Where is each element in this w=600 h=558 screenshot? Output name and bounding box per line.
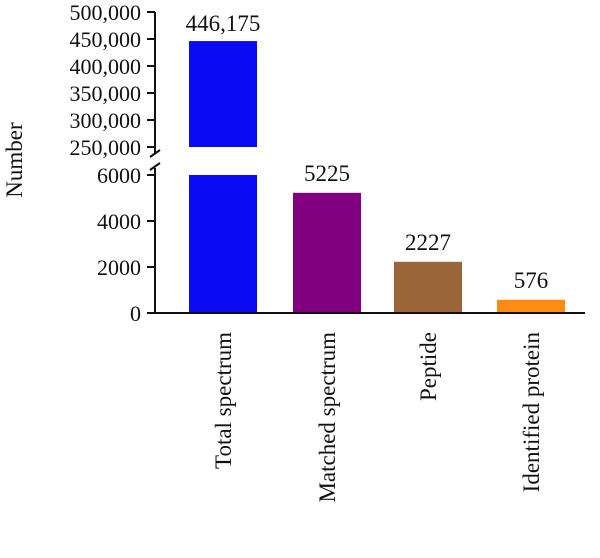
x-tick-label: Peptide	[416, 332, 441, 401]
bar-break-gap	[189, 147, 257, 175]
y-tick-label: 350,000	[70, 81, 142, 106]
data-labels: 446,175 5225 2227 576	[186, 11, 549, 293]
axis-break-mark	[149, 149, 161, 158]
data-label: 576	[514, 268, 549, 293]
y-tick-label: 450,000	[70, 27, 142, 52]
bars	[189, 41, 565, 313]
bar-2	[394, 261, 462, 313]
bar-1	[293, 192, 361, 313]
y-tick-label: 300,000	[70, 108, 142, 133]
y-tick-label: 0	[130, 301, 141, 326]
y-tick-label: 2000	[97, 255, 141, 280]
y-tick-label: 4000	[97, 209, 141, 234]
x-tick-label: Matched spectrum	[315, 332, 340, 503]
category-labels: Total spectrum Matched spectrum Peptide Ide…	[211, 332, 544, 503]
y-tick-label: 500,000	[70, 0, 142, 25]
x-tick-label: Identified protein	[519, 332, 544, 493]
y-axis-label: Number	[2, 122, 27, 198]
bar-0-upper	[189, 41, 257, 147]
bar-0-lower	[189, 175, 257, 313]
data-label: 446,175	[186, 11, 261, 36]
data-label: 2227	[405, 230, 451, 255]
y-tick-label: 400,000	[70, 54, 142, 79]
y-tick-label: 250,000	[70, 135, 142, 160]
bar-3	[497, 299, 565, 313]
axis-break-mark	[149, 162, 161, 171]
y-tick-label: 6000	[97, 163, 141, 188]
x-tick-label: Total spectrum	[211, 332, 236, 469]
y-axis: 0 2000 4000 6000 250,000300,000350,000400,00…	[70, 0, 585, 326]
data-label: 5225	[304, 161, 350, 186]
